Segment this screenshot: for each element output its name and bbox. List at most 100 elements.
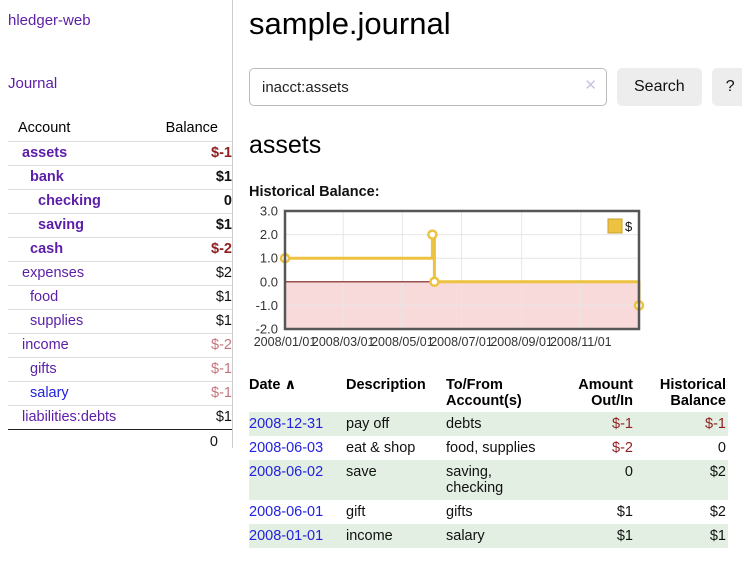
- account-balance: $-1: [139, 381, 232, 406]
- transaction-date: 2008-06-02: [249, 460, 346, 500]
- account-link[interactable]: liabilities:debts: [22, 409, 117, 425]
- transaction-date: 2008-12-31: [249, 412, 346, 436]
- transaction-description: save: [346, 464, 377, 480]
- account-link[interactable]: expenses: [22, 265, 85, 281]
- journal-nav: Journal: [8, 75, 232, 92]
- transaction-amount: $1: [616, 504, 633, 520]
- account-link[interactable]: bank: [30, 169, 64, 185]
- transaction-row: 2008-12-31 pay off debts $-1 $-1: [249, 412, 728, 436]
- sort-ascending-icon: ∧: [284, 377, 297, 393]
- account-balance: $1: [139, 165, 232, 190]
- transaction-accounts: saving, checking: [446, 464, 504, 496]
- app-layout: hledger-web Journal Account Balance asse…: [8, 0, 742, 548]
- transaction-description: income: [346, 528, 393, 544]
- transaction-date-link[interactable]: 2008-06-03: [249, 440, 324, 456]
- account-row: bank $1: [8, 165, 232, 190]
- search-button[interactable]: Search: [617, 68, 702, 106]
- account-row: cash $-2: [8, 237, 232, 262]
- account-row: supplies $1: [8, 309, 232, 334]
- accounts-header-account: Account: [8, 116, 140, 142]
- search-input[interactable]: [249, 68, 607, 106]
- account-balance: 0: [139, 189, 232, 214]
- account-link[interactable]: gifts: [30, 361, 57, 377]
- account-link[interactable]: checking: [38, 193, 101, 209]
- account-heading: assets: [249, 131, 322, 159]
- clear-search-icon[interactable]: ✕: [584, 77, 597, 94]
- account-link[interactable]: assets: [22, 145, 68, 161]
- y-axis-tick-label: 0.0: [260, 274, 278, 289]
- x-axis-tick-label: 2008/09/01: [490, 335, 553, 349]
- transaction-date-link[interactable]: 2008-06-01: [249, 504, 324, 520]
- search-field-wrap: ✕: [249, 68, 607, 106]
- register-header-row: Date ∧ Description To/From Account(s) Am…: [249, 374, 728, 412]
- historical-balance-chart[interactable]: $3.0 2.0 1.0 0.0 -1.0 -2.0 2008/01/01 2008/03/0…: [249, 204, 691, 358]
- account-link[interactable]: income: [22, 337, 69, 353]
- accounts-total-row: 0: [8, 429, 232, 454]
- accounts-header-balance: Balance: [139, 116, 232, 142]
- help-button[interactable]: ?: [711, 68, 742, 106]
- register-header-date[interactable]: Date ∧: [249, 374, 346, 412]
- transaction-description: eat & shop: [346, 440, 416, 456]
- chart-svg: $3.0 2.0 1.0 0.0 -1.0 -2.02008/01/012008/03/0…: [254, 204, 645, 349]
- date-header-label: Date: [249, 377, 281, 393]
- register-table-body: 2008-12-31 pay off debts $-1 $-1 2008-06…: [249, 412, 728, 548]
- account-row: income $-2: [8, 333, 232, 358]
- account-link[interactable]: supplies: [30, 313, 84, 329]
- accounts-table: Account Balance assets $-1 bank $1 check…: [8, 116, 232, 454]
- chart-border: [283, 209, 641, 331]
- account-link[interactable]: saving: [38, 217, 84, 233]
- data-point-marker: [429, 276, 440, 288]
- account-balance: $2: [139, 261, 232, 286]
- account-row: checking 0: [8, 189, 232, 214]
- y-axis-tick-label: -1.0: [256, 298, 278, 313]
- y-axis-tick-label: 3.0: [260, 204, 278, 219]
- transaction-date-link[interactable]: 2008-12-31: [249, 416, 324, 432]
- transaction-row: 2008-01-01 income salary $1 $1: [249, 524, 728, 548]
- transaction-balance: $1: [709, 528, 726, 544]
- accounts-total-spacer: [8, 429, 140, 454]
- transaction-row: 2008-06-02 save saving, checking 0 $2: [249, 460, 728, 500]
- account-row: saving $1: [8, 213, 232, 238]
- y-axis-tick-label: 2.0: [260, 227, 278, 242]
- register-header-amount: Amount Out/In: [578, 377, 633, 409]
- transaction-balance: $2: [709, 464, 726, 480]
- accounts-header-row: Account Balance: [8, 116, 232, 142]
- transaction-accounts: gifts: [446, 504, 473, 520]
- transaction-amount: $-1: [612, 416, 633, 432]
- register-header-balance: Historical Balance: [659, 377, 726, 409]
- transaction-date-link[interactable]: 2008-06-02: [249, 464, 324, 480]
- transaction-date-link[interactable]: 2008-01-01: [249, 528, 324, 544]
- main-content: sample.journal ✕ Search ? assets Histori…: [233, 0, 742, 548]
- register-header-accounts: To/From Account(s): [446, 377, 522, 409]
- brand-link[interactable]: hledger-web: [8, 12, 91, 29]
- transaction-date: 2008-01-01: [249, 524, 346, 548]
- transaction-balance: $2: [709, 504, 726, 520]
- register-header-description: Description: [346, 377, 426, 393]
- transaction-description: pay off: [346, 416, 390, 432]
- transaction-amount: $1: [616, 528, 633, 544]
- transaction-row: 2008-06-01 gift gifts $1 $2: [249, 500, 728, 524]
- transaction-balance: 0: [717, 440, 726, 456]
- transaction-amount: 0: [624, 464, 633, 480]
- account-row: food $1: [8, 285, 232, 310]
- journal-link[interactable]: Journal: [8, 75, 58, 92]
- account-balance: $1: [139, 309, 232, 334]
- accounts-total-value: 0: [139, 429, 232, 454]
- chart-title: Historical Balance:: [249, 184, 380, 200]
- transaction-accounts: debts: [446, 416, 482, 432]
- account-link[interactable]: cash: [30, 241, 64, 257]
- account-balance: $-1: [139, 357, 232, 382]
- transaction-date: 2008-06-03: [249, 436, 346, 460]
- account-row: gifts $-1: [8, 357, 232, 382]
- account-balance: $1: [139, 405, 232, 430]
- account-link[interactable]: food: [30, 289, 59, 305]
- x-axis-tick-label: 2008/03/01: [312, 335, 375, 349]
- legend-label: $: [625, 219, 633, 234]
- transaction-accounts: food, supplies: [446, 440, 536, 456]
- transaction-description: gift: [346, 504, 366, 520]
- account-row: salary $-1: [8, 381, 232, 406]
- account-link[interactable]: salary: [30, 385, 69, 401]
- y-axis-tick-label: -2.0: [256, 322, 278, 337]
- accounts-table-body: assets $-1 bank $1 checking 0 saving $1 …: [8, 142, 232, 430]
- y-axis-tick-label: 1.0: [260, 251, 278, 266]
